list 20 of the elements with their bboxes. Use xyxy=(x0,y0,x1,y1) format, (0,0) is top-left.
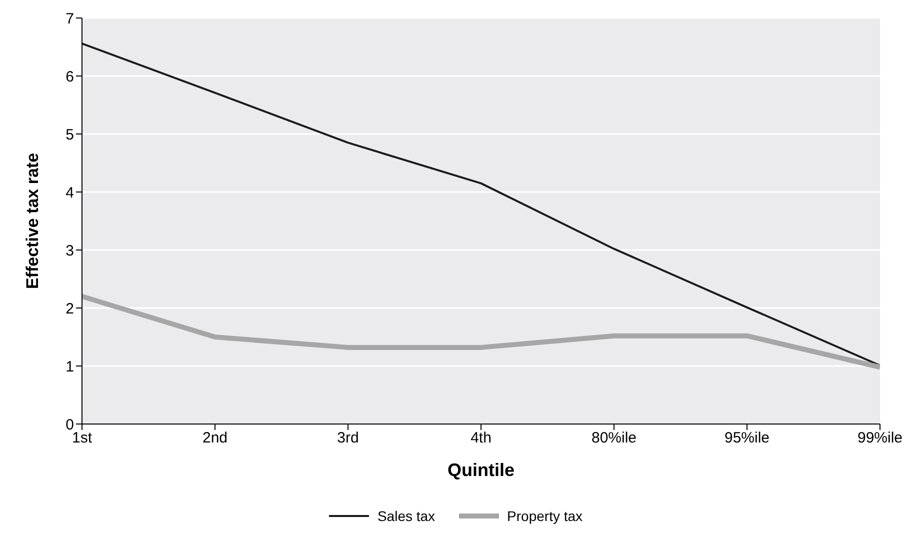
line-series xyxy=(82,42,880,366)
y-tick-label: 1 xyxy=(66,358,74,376)
x-tick-label: 99%ile xyxy=(857,430,903,447)
legend-label: Sales tax xyxy=(377,508,436,524)
x-tick-label: 2nd xyxy=(202,430,228,447)
y-tick-label: 6 xyxy=(66,68,74,86)
x-tick-label: 4th xyxy=(470,430,492,447)
y-tick-label: 5 xyxy=(66,126,74,144)
y-tick-label: 3 xyxy=(66,242,74,260)
y-tick-label: 0 xyxy=(66,416,74,434)
y-axis-title: Effective tax rate xyxy=(23,152,42,290)
x-tick-label: 80%ile xyxy=(591,430,637,447)
y-tick-label: 7 xyxy=(66,10,74,28)
legend-label: Property tax xyxy=(507,508,583,524)
x-tick-label: 1st xyxy=(72,430,93,447)
x-axis-title: Quintile xyxy=(448,460,514,480)
x-tick-label: 3rd xyxy=(337,430,359,447)
y-tick-label: 4 xyxy=(66,184,74,202)
x-tick-label: 95%ile xyxy=(724,430,770,447)
y-tick-label: 2 xyxy=(66,300,74,318)
